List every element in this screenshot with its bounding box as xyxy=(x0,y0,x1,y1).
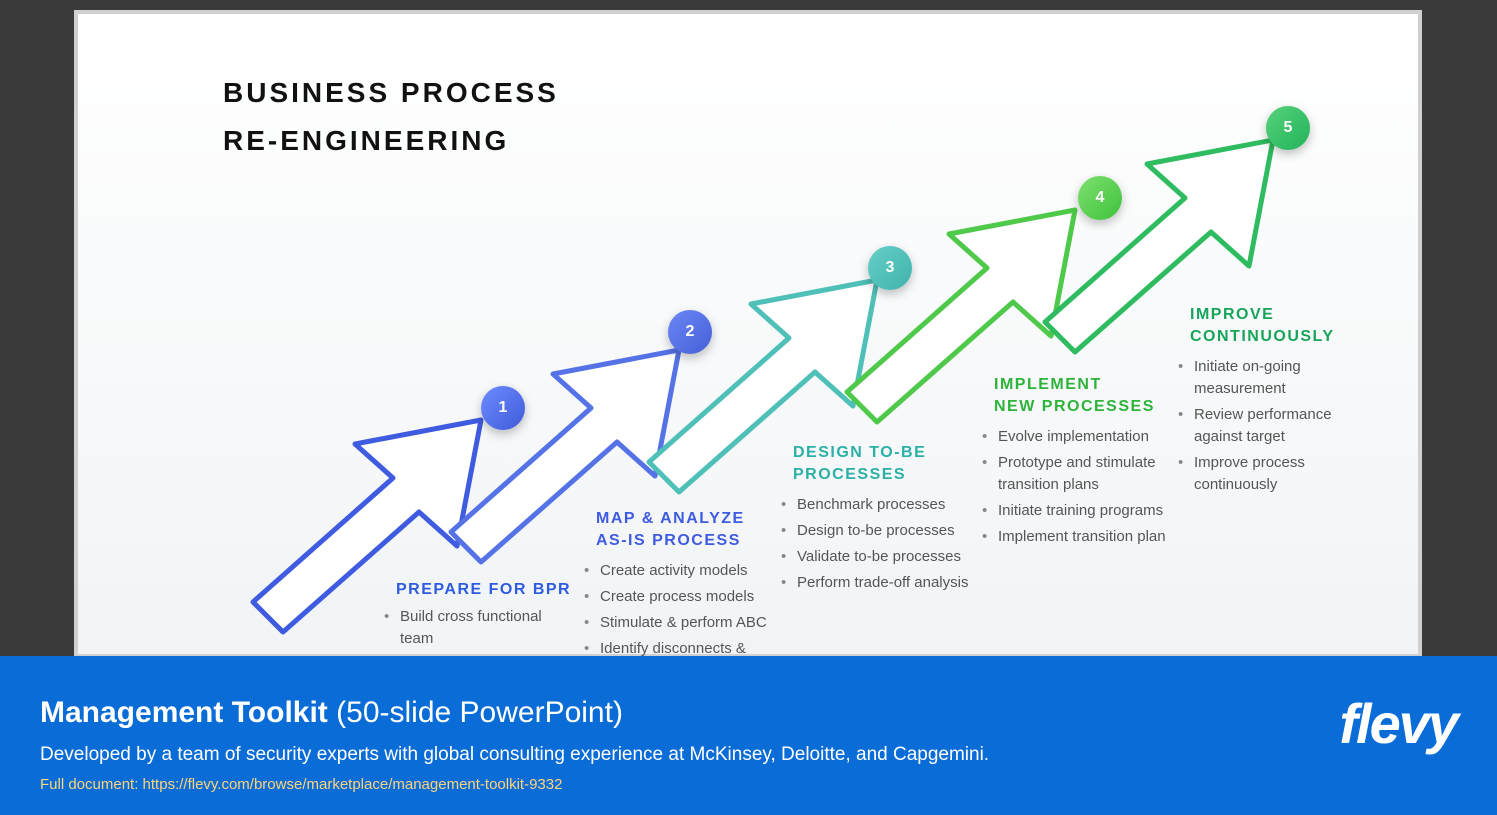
footer-banner: Management Toolkit (50-slide PowerPoint)… xyxy=(0,656,1497,815)
title-line-1: BUSINESS PROCESS xyxy=(223,77,559,108)
slide-title: BUSINESS PROCESS RE-ENGINEERING xyxy=(223,69,559,165)
step-title-3: DESIGN TO-BEPROCESSES xyxy=(793,442,926,486)
bullet-item: Implement transition plan xyxy=(980,526,1180,548)
step-bullets-4: Evolve implementation Prototype and stimu… xyxy=(980,426,1180,552)
step-title-1: PREPARE FOR BPR xyxy=(396,579,571,601)
footer-title-bold: Management Toolkit xyxy=(40,696,328,729)
footer-title: Management Toolkit (50-slide PowerPoint) xyxy=(40,696,623,730)
flevy-logo: flevy xyxy=(1339,691,1457,756)
bullet-item: Initiate on-going measurement xyxy=(1176,356,1376,400)
bullet-item: Validate to-be processes xyxy=(779,546,979,568)
bullet-item: Stimulate & perform ABC xyxy=(582,612,782,634)
footer-link[interactable]: Full document: https://flevy.com/browse/… xyxy=(40,776,562,793)
step-bullets-3: Benchmark processes Design to-be processe… xyxy=(779,494,979,598)
bullet-item: Design to-be processes xyxy=(779,520,979,542)
bullet-item: Benchmark processes xyxy=(779,494,979,516)
step-badge-5: 5 xyxy=(1266,106,1310,150)
title-line-2: RE-ENGINEERING xyxy=(223,125,509,156)
bullet-item: Prototype and stimulate transition plans xyxy=(980,452,1180,496)
bullet-item: Improve process continuously xyxy=(1176,452,1376,496)
footer-title-rest: (50-slide PowerPoint) xyxy=(328,696,623,729)
bullet-item: Build cross functional team xyxy=(382,606,552,650)
step-badge-3: 3 xyxy=(868,246,912,290)
bullet-item: Evolve implementation xyxy=(980,426,1180,448)
step-title-4: IMPLEMENTNEW PROCESSES xyxy=(994,374,1155,418)
step-badge-2: 2 xyxy=(668,310,712,354)
step-badge-1: 1 xyxy=(481,386,525,430)
step-title-2: MAP & ANALYZEAS-IS PROCESS xyxy=(596,508,745,552)
bullet-item: Initiate training programs xyxy=(980,500,1180,522)
step-title-5: IMPROVECONTINUOUSLY xyxy=(1190,304,1335,348)
bullet-item: Perform trade-off analysis xyxy=(779,572,979,594)
footer-subtitle: Developed by a team of security experts … xyxy=(40,744,989,766)
step-bullets-5: Initiate on-going measurementReview perf… xyxy=(1176,356,1376,500)
bullet-item: Create activity models xyxy=(582,560,782,582)
page: BUSINESS PROCESS RE-ENGINEERING 1 PREPARE… xyxy=(0,0,1497,815)
bullet-item: Review performance against target xyxy=(1176,404,1376,448)
step-badge-4: 4 xyxy=(1078,176,1122,220)
slide-frame: BUSINESS PROCESS RE-ENGINEERING 1 PREPARE… xyxy=(78,14,1418,654)
bullet-item: Create process models xyxy=(582,586,782,608)
